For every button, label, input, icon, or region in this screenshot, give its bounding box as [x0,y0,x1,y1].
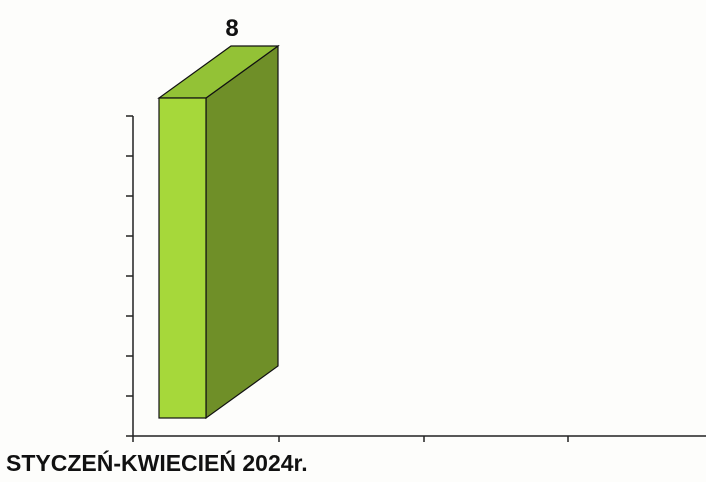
data-label-0: 8 [225,15,238,42]
bar-front-0 [158,97,207,419]
category-label: STYCZEŃ-KWIECIEŃ 2024r. [6,450,308,476]
bar-side-0 [205,44,279,420]
